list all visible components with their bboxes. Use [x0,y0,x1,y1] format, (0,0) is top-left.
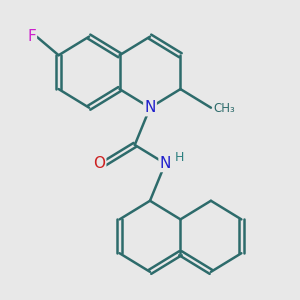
Text: N: N [144,100,156,115]
Text: O: O [93,156,105,171]
Text: H: H [175,151,184,164]
Text: N: N [160,156,171,171]
Text: CH₃: CH₃ [214,102,236,115]
Text: F: F [27,29,36,44]
